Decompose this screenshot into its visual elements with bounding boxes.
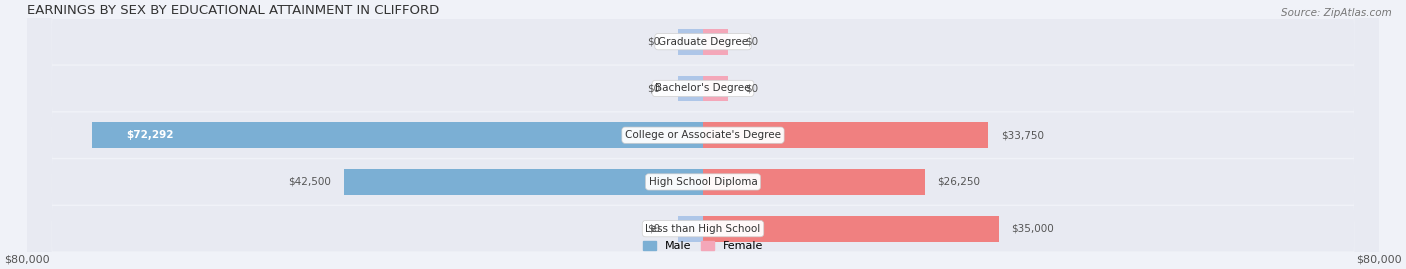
Text: $0: $0 [648,224,661,234]
Text: $0: $0 [648,83,661,93]
Text: $26,250: $26,250 [938,177,980,187]
Bar [678,29,703,55]
Text: $35,000: $35,000 [1011,224,1054,234]
Bar [678,216,703,242]
FancyBboxPatch shape [27,0,1379,269]
FancyBboxPatch shape [27,0,1379,269]
FancyBboxPatch shape [27,0,1379,269]
Text: Bachelor's Degree: Bachelor's Degree [655,83,751,93]
Text: $33,750: $33,750 [1001,130,1043,140]
Text: $0: $0 [745,83,758,93]
Bar [703,216,998,242]
Bar [703,169,925,195]
Text: EARNINGS BY SEX BY EDUCATIONAL ATTAINMENT IN CLIFFORD: EARNINGS BY SEX BY EDUCATIONAL ATTAINMEN… [27,4,439,17]
Text: $0: $0 [648,37,661,47]
Text: College or Associate's Degree: College or Associate's Degree [626,130,780,140]
Bar [703,122,988,148]
Text: Graduate Degree: Graduate Degree [658,37,748,47]
Text: Source: ZipAtlas.com: Source: ZipAtlas.com [1281,8,1392,18]
Bar [703,29,728,55]
Legend: Male, Female: Male, Female [643,241,763,251]
Bar [93,122,703,148]
Text: Less than High School: Less than High School [645,224,761,234]
Bar [344,169,703,195]
Text: $0: $0 [745,37,758,47]
Text: $72,292: $72,292 [127,130,173,140]
Bar [703,76,728,101]
FancyBboxPatch shape [27,0,1379,269]
Bar [678,76,703,101]
Text: $42,500: $42,500 [288,177,332,187]
Text: High School Diploma: High School Diploma [648,177,758,187]
FancyBboxPatch shape [27,0,1379,269]
